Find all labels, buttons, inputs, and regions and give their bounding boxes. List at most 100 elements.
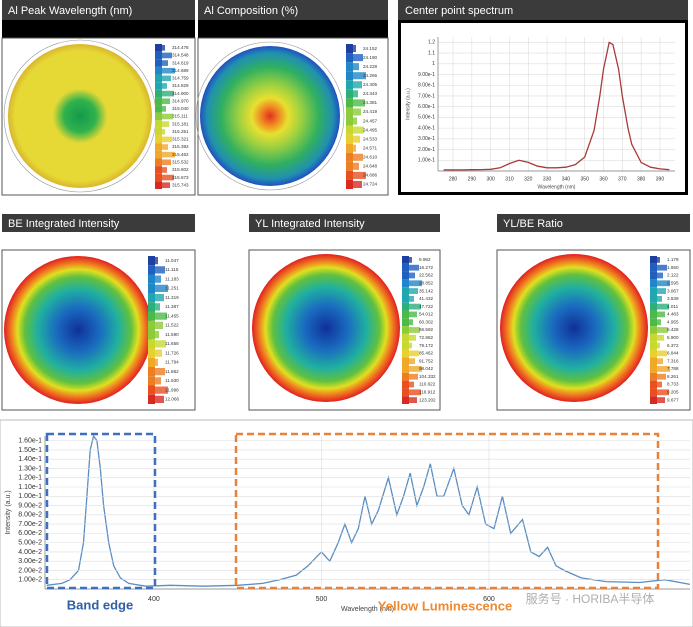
- colorbar-label: 7.316: [667, 358, 679, 363]
- colorbar-label: 1.178: [667, 257, 679, 262]
- colorbar-label: 24.228: [363, 64, 377, 69]
- x-tick-label: 360: [599, 176, 608, 182]
- histogram-bar: [353, 144, 356, 152]
- histogram-bar: [155, 368, 165, 376]
- x-tick-label: 330: [543, 176, 552, 182]
- y-tick-label: 7.00e-2: [18, 521, 42, 528]
- colorbar-cell: [402, 380, 409, 389]
- colorbar-label: 3.067: [667, 288, 679, 293]
- panel-gap: [497, 232, 690, 250]
- colorbar-label: 315.462: [172, 152, 189, 157]
- histogram-bar: [409, 366, 422, 372]
- histogram-bar: [162, 45, 165, 51]
- colorbar-cell: [650, 263, 657, 272]
- colorbar-label: 315.181: [172, 121, 189, 126]
- colorbar-label: 314.619: [172, 60, 189, 65]
- colorbar-label: 315.321: [172, 137, 189, 142]
- colorbar-cell: [346, 143, 353, 153]
- histogram-bar: [657, 358, 663, 365]
- y-tick-label: 7.00e-1: [418, 93, 435, 99]
- colorbar-label: 6.372: [667, 343, 679, 348]
- histogram-bar: [409, 389, 421, 396]
- colorbar-label: 11.251: [165, 286, 179, 291]
- histogram-bar: [353, 72, 366, 80]
- histogram-bar: [162, 83, 167, 89]
- colorbar-cell: [346, 161, 353, 171]
- colorbar-cell: [402, 341, 409, 350]
- colorbar-cell: [148, 348, 155, 358]
- colorbar-label: 110.622: [419, 382, 436, 387]
- histogram-bar: [657, 311, 665, 318]
- colorbar-cell: [402, 349, 409, 358]
- y-tick-label: 2.00e-1: [418, 147, 435, 153]
- histogram-bar: [657, 334, 664, 341]
- histogram-bar: [409, 280, 422, 287]
- histogram-bar: [162, 52, 172, 59]
- colorbar-cell: [346, 134, 353, 144]
- colorbar-cell: [650, 271, 657, 280]
- colorbar-cell: [148, 394, 155, 404]
- colorbar-label: 315.743: [172, 182, 189, 187]
- histogram-bar: [353, 90, 358, 98]
- panel-toolbar: [198, 20, 388, 38]
- panel-title: YL Integrated Intensity: [255, 218, 365, 230]
- colorbar-label: 123.202: [419, 397, 436, 402]
- histogram-bar: [657, 342, 660, 349]
- colorbar-cell: [650, 357, 657, 366]
- histogram-bar: [155, 377, 161, 385]
- histogram-bar: [162, 128, 165, 135]
- colorbar-cell: [402, 388, 409, 397]
- histogram-bar: [155, 386, 168, 394]
- colorbar-cell: [346, 71, 353, 81]
- colorbar-label: 16.272: [419, 265, 433, 270]
- x-tick-label: 390: [656, 176, 665, 182]
- histogram-bar: [657, 257, 660, 263]
- colorbar-cell: [155, 44, 162, 52]
- y-tick-label: 8.00e-2: [18, 512, 42, 519]
- histogram-bar: [162, 167, 167, 173]
- wafer-map: [200, 46, 340, 186]
- x-axis-title: Wavelength (nm): [341, 606, 394, 613]
- colorbar-cell: [650, 287, 657, 295]
- y-tick-label: 1.10e-1: [18, 484, 42, 491]
- colorbar-label: 35.142: [419, 288, 433, 293]
- colorbar-cell: [402, 256, 409, 264]
- colorbar-cell: [402, 372, 409, 381]
- colorbar-label: 24.266: [363, 73, 377, 78]
- histogram-bar: [155, 395, 164, 403]
- colorbar-cell: [155, 143, 162, 151]
- histogram-bar: [409, 327, 420, 333]
- colorbar-label: 315.040: [172, 106, 189, 111]
- histogram-bar: [155, 358, 158, 366]
- x-tick-label: 310: [505, 176, 514, 182]
- histogram-bar: [353, 117, 357, 125]
- colorbar-label: 11.726: [165, 350, 179, 355]
- yl-box: [234, 432, 660, 590]
- colorbar-cell: [402, 365, 409, 373]
- x-axis-title: Wavelength (nm): [538, 184, 576, 190]
- colorbar-label: 116.912: [419, 390, 436, 395]
- spectrum-line: [443, 41, 670, 171]
- colorbar-label: 11.658: [165, 341, 179, 346]
- colorbar-label: 41.432: [419, 296, 433, 301]
- histogram-bar: [353, 180, 362, 188]
- colorbar-cell: [155, 51, 162, 60]
- histogram-bar: [155, 349, 162, 357]
- colorbar-label: 8.261: [667, 374, 679, 379]
- colorbar-label: 24.190: [363, 55, 377, 60]
- colorbar-label: 11.590: [165, 332, 179, 337]
- histogram-bar: [162, 151, 175, 158]
- colorbar-label: 24.305: [363, 82, 377, 87]
- colorbar-cell: [148, 283, 155, 293]
- wafer-map: [252, 254, 400, 402]
- y-tick-label: 3.00e-2: [18, 558, 42, 565]
- colorbar-cell: [155, 127, 162, 136]
- histogram-bar: [353, 108, 361, 116]
- colorbar-cell: [346, 44, 353, 54]
- histogram-bar: [155, 312, 167, 320]
- colorbar-cell: [346, 170, 353, 180]
- panel-gap: [2, 232, 195, 250]
- histogram-bar: [353, 63, 359, 71]
- histogram-bar: [409, 381, 414, 388]
- wafer-outline: [195, 41, 345, 191]
